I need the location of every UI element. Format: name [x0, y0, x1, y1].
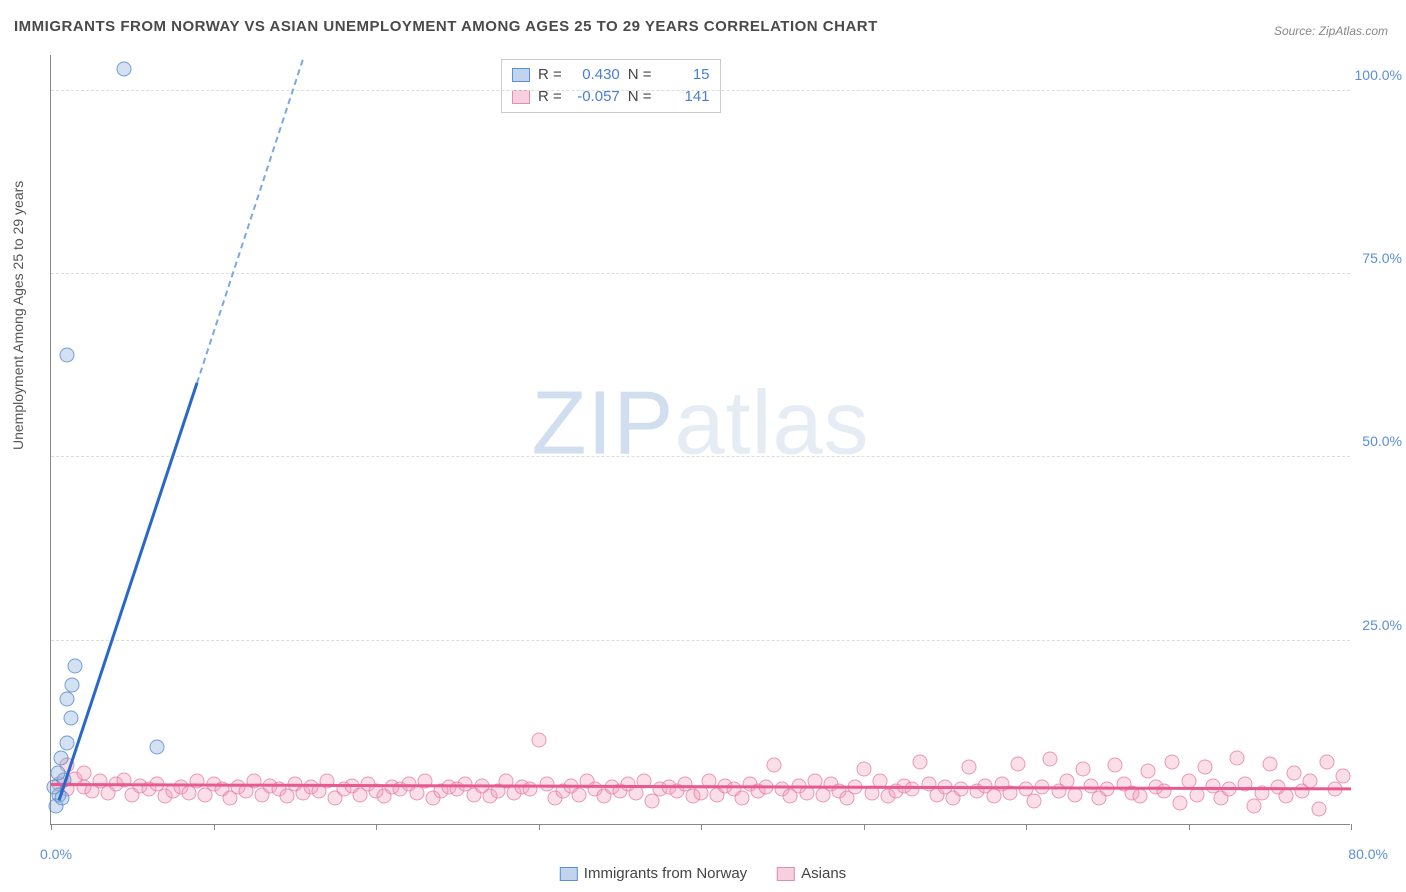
data-point	[149, 740, 164, 755]
stats-row-blue: R = 0.430 N = 15	[512, 64, 710, 86]
data-point	[50, 765, 65, 780]
y-tick-label: 100.0%	[1355, 67, 1402, 83]
source-label: Source: ZipAtlas.com	[1274, 24, 1388, 38]
watermark-light: atlas	[674, 374, 869, 474]
data-point	[53, 751, 68, 766]
r-label: R =	[538, 64, 562, 86]
y-tick-label: 50.0%	[1362, 433, 1402, 449]
data-point	[962, 759, 977, 774]
data-point	[65, 677, 80, 692]
data-point	[117, 61, 132, 76]
x-tick	[1351, 824, 1352, 830]
data-point	[1279, 789, 1294, 804]
x-tick	[701, 824, 702, 830]
n-label: N =	[628, 64, 652, 86]
legend-label-pink: Asians	[801, 865, 846, 882]
swatch-pink	[777, 867, 795, 881]
data-point	[856, 762, 871, 777]
data-point	[60, 692, 75, 707]
data-point	[1140, 764, 1155, 779]
data-point	[1010, 756, 1025, 771]
data-point	[734, 791, 749, 806]
legend-label-blue: Immigrants from Norway	[584, 865, 747, 882]
data-point	[76, 765, 91, 780]
y-axis-label: Unemployment Among Ages 25 to 29 years	[10, 181, 26, 450]
data-point	[1335, 769, 1350, 784]
data-point	[1311, 802, 1326, 817]
x-tick	[376, 824, 377, 830]
data-point	[1262, 756, 1277, 771]
data-point	[68, 659, 83, 674]
plot-area: ZIPatlas R = 0.430 N = 15 R = -0.057 N =…	[50, 55, 1350, 825]
data-point	[60, 736, 75, 751]
data-point	[531, 732, 546, 747]
swatch-blue	[512, 68, 530, 82]
data-point	[1197, 759, 1212, 774]
x-tick	[1026, 824, 1027, 830]
y-tick-label: 25.0%	[1362, 617, 1402, 633]
gridline	[51, 640, 1350, 641]
data-point	[1165, 754, 1180, 769]
gridline	[51, 90, 1350, 91]
swatch-blue	[560, 867, 578, 881]
legend-item-pink: Asians	[777, 865, 846, 882]
data-point	[523, 781, 538, 796]
data-point	[1108, 758, 1123, 773]
data-point	[767, 758, 782, 773]
data-point	[60, 347, 75, 362]
x-tick	[1189, 824, 1190, 830]
watermark: ZIPatlas	[531, 373, 869, 476]
x-tick	[864, 824, 865, 830]
x-tick	[539, 824, 540, 830]
data-point	[1075, 762, 1090, 777]
x-min-label: 0.0%	[40, 846, 72, 862]
swatch-pink	[512, 90, 530, 104]
data-point	[1173, 796, 1188, 811]
n-value-blue: 15	[660, 64, 710, 86]
chart-title: IMMIGRANTS FROM NORWAY VS ASIAN UNEMPLOY…	[14, 18, 878, 35]
x-tick	[214, 824, 215, 830]
data-point	[63, 710, 78, 725]
y-tick-label: 75.0%	[1362, 250, 1402, 266]
r-value-blue: 0.430	[570, 64, 620, 86]
x-tick	[51, 824, 52, 830]
data-point	[1319, 754, 1334, 769]
trend-line	[196, 60, 304, 383]
gridline	[51, 456, 1350, 457]
stats-legend: R = 0.430 N = 15 R = -0.057 N = 141	[501, 59, 721, 113]
legend-item-blue: Immigrants from Norway	[560, 865, 747, 882]
data-point	[1043, 752, 1058, 767]
data-point	[1230, 751, 1245, 766]
trend-line	[58, 382, 199, 801]
data-point	[572, 787, 587, 802]
x-max-label: 80.0%	[1348, 846, 1388, 862]
data-point	[1132, 789, 1147, 804]
data-point	[1287, 765, 1302, 780]
watermark-bold: ZIP	[531, 374, 674, 474]
gridline	[51, 273, 1350, 274]
data-point	[1027, 793, 1042, 808]
data-point	[913, 754, 928, 769]
series-legend: Immigrants from Norway Asians	[560, 865, 846, 882]
